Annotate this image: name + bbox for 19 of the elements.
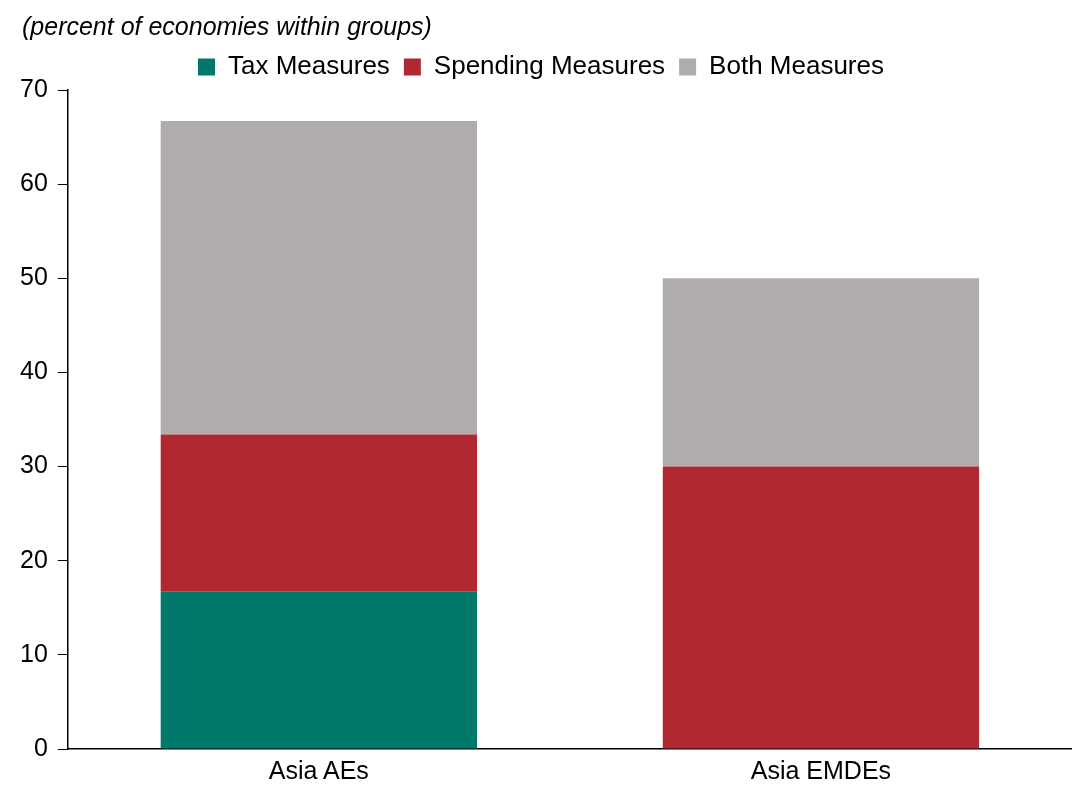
x-tick-label: Asia EMDEs [750, 755, 892, 784]
bar [662, 466, 980, 749]
y-tick-label: 50 [20, 262, 48, 291]
legend-label: Both Measures [709, 50, 884, 81]
y-tick-label: 0 [33, 732, 48, 761]
bar [160, 591, 478, 749]
y-tick-label: 60 [20, 168, 48, 197]
legend-label: Spending Measures [433, 50, 666, 81]
legend-label: Tax Measures [228, 50, 390, 81]
bar [160, 434, 478, 592]
y-tick-label: 70 [20, 73, 48, 102]
bar [160, 121, 478, 435]
y-tick-label: 30 [20, 450, 48, 479]
chart-subtitle: (percent of economies within groups) [22, 12, 432, 41]
y-tick-label: 40 [20, 356, 48, 385]
y-tick-label: 20 [20, 544, 48, 573]
x-tick-label: Asia AEs [268, 755, 369, 784]
bar [662, 278, 980, 467]
y-tick-label: 10 [20, 638, 48, 667]
